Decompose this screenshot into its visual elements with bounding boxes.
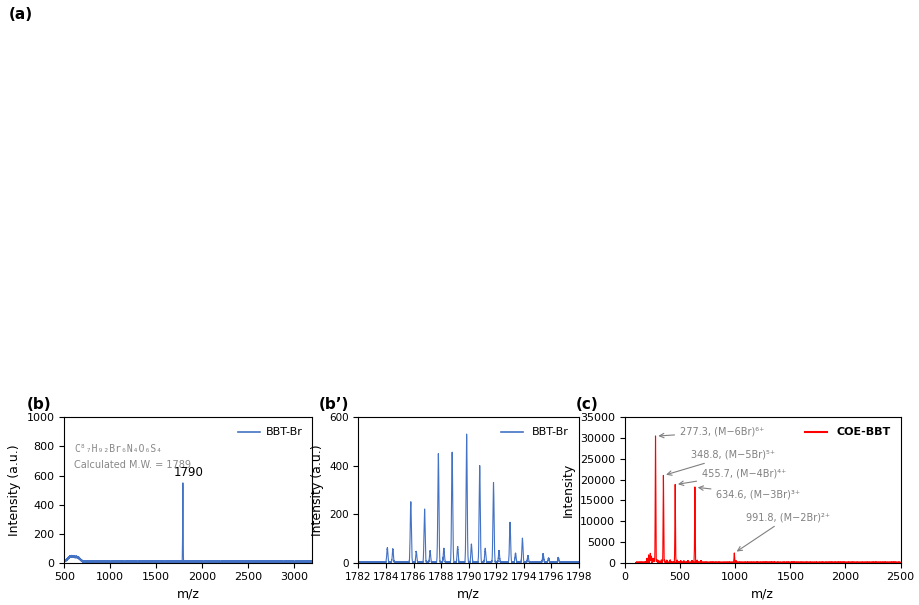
Text: 455.7, (M−4Br)⁴⁺: 455.7, (M−4Br)⁴⁺	[679, 468, 787, 485]
Text: (b’): (b’)	[319, 397, 349, 411]
Legend: BBT-Br: BBT-Br	[233, 423, 307, 442]
X-axis label: m/z: m/z	[177, 588, 199, 601]
X-axis label: m/z: m/z	[752, 588, 774, 601]
Text: Calculated M.W. = 1789: Calculated M.W. = 1789	[74, 460, 191, 469]
Text: (b): (b)	[28, 397, 51, 411]
Text: 1790: 1790	[174, 465, 203, 479]
Y-axis label: Intensity (a.u.): Intensity (a.u.)	[311, 444, 323, 536]
Legend: COE-BBT: COE-BBT	[800, 423, 895, 442]
Y-axis label: Intensity (a.u.): Intensity (a.u.)	[8, 444, 21, 536]
Text: 991.8, (M−2Br)²⁺: 991.8, (M−2Br)²⁺	[738, 512, 831, 551]
Text: (c): (c)	[575, 397, 598, 411]
Text: 348.8, (M−5Br)⁵⁺: 348.8, (M−5Br)⁵⁺	[667, 450, 776, 476]
Text: C⁸₇H₉₂Br₆N₄O₆S₄: C⁸₇H₉₂Br₆N₄O₆S₄	[74, 443, 163, 454]
X-axis label: m/z: m/z	[458, 588, 480, 601]
Text: (a): (a)	[9, 7, 33, 22]
Legend: BBT-Br: BBT-Br	[496, 423, 573, 442]
Text: 634.6, (M−3Br)³⁺: 634.6, (M−3Br)³⁺	[699, 486, 800, 499]
Y-axis label: Intensity: Intensity	[562, 463, 574, 517]
Text: 277.3, (M−6Br)⁶⁺: 277.3, (M−6Br)⁶⁺	[660, 427, 765, 438]
